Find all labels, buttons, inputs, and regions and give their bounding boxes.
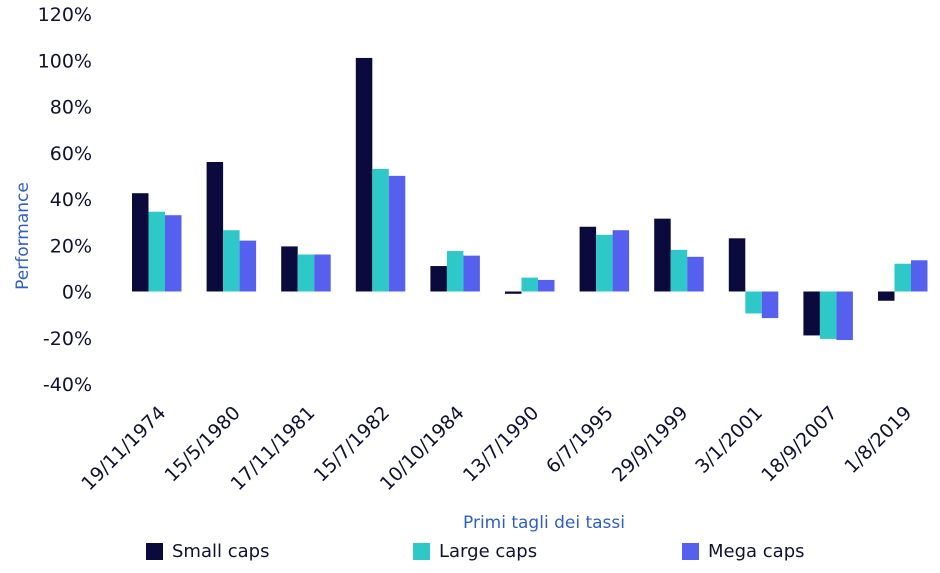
- x-axis-title: Primi tagli dei tassi: [463, 513, 625, 533]
- bar-large-caps: [894, 263, 911, 292]
- x-axis-ticks: 19/11/197415/5/198017/11/198115/7/198210…: [77, 402, 916, 495]
- bar-small-caps: [132, 193, 149, 292]
- legend-label: Large caps: [439, 541, 537, 562]
- bar-mega-caps: [388, 175, 406, 292]
- y-tick-label: 100%: [38, 50, 92, 72]
- bar-large-caps: [819, 291, 837, 339]
- x-tick-label: 3/1/2001: [691, 402, 767, 478]
- bar-large-caps: [372, 168, 389, 292]
- x-tick-label: 18/9/2007: [757, 402, 841, 486]
- bar-mega-caps: [165, 215, 182, 292]
- bar-small-caps: [654, 218, 671, 292]
- y-axis-title: Performance: [13, 182, 33, 290]
- bar-small-caps: [355, 57, 373, 292]
- bar-mega-caps: [836, 291, 853, 341]
- chart-bars: [132, 57, 928, 341]
- bar-mega-caps: [239, 240, 257, 292]
- bar-small-caps: [430, 266, 447, 292]
- bar-large-caps: [446, 251, 464, 292]
- bar-large-caps: [745, 291, 762, 314]
- bar-mega-caps: [612, 230, 630, 292]
- bar-mega-caps: [761, 291, 779, 319]
- x-tick-label: 1/8/2019: [840, 402, 916, 478]
- bar-large-caps: [670, 249, 688, 292]
- y-tick-label: -20%: [43, 328, 92, 350]
- bar-small-caps: [281, 246, 298, 292]
- bar-mega-caps: [314, 254, 331, 292]
- bar-large-caps: [596, 234, 613, 292]
- bar-mega-caps: [538, 279, 555, 292]
- bar-small-caps: [505, 291, 522, 294]
- y-tick-label: 60%: [50, 143, 92, 165]
- bar-large-caps: [223, 230, 240, 292]
- y-axis-ticks: 120% 100% 80% 60% 40% 20% 0% -20% -40%: [38, 4, 92, 396]
- bar-small-caps: [579, 226, 597, 292]
- legend-label: Mega caps: [708, 541, 805, 562]
- bar-small-caps: [206, 162, 224, 292]
- bar-mega-caps: [911, 260, 928, 292]
- y-tick-label: -40%: [43, 374, 92, 396]
- bar-small-caps: [728, 238, 746, 292]
- legend-swatch: [146, 543, 163, 560]
- bar-large-caps: [297, 254, 315, 292]
- y-tick-label: 20%: [50, 235, 92, 257]
- y-tick-label: 0%: [62, 282, 92, 304]
- x-tick-label: 13/7/1990: [459, 402, 543, 486]
- legend-swatch: [413, 543, 430, 560]
- bar-large-caps: [521, 277, 538, 292]
- x-tick-label: 6/7/1995: [542, 402, 618, 478]
- bar-small-caps: [803, 291, 820, 336]
- x-tick-label: 19/11/1974: [77, 402, 170, 495]
- bar-mega-caps: [463, 255, 480, 292]
- legend: Small caps Large caps Mega caps: [146, 541, 805, 562]
- y-tick-label: 120%: [38, 4, 92, 26]
- y-tick-label: 80%: [50, 97, 92, 119]
- bar-mega-caps: [687, 256, 704, 292]
- y-tick-label: 40%: [50, 189, 92, 211]
- x-tick-label: 29/9/1999: [608, 402, 692, 486]
- legend-label: Small caps: [172, 541, 269, 562]
- bar-small-caps: [878, 291, 895, 301]
- bar-large-caps: [148, 211, 165, 292]
- legend-swatch: [682, 543, 699, 560]
